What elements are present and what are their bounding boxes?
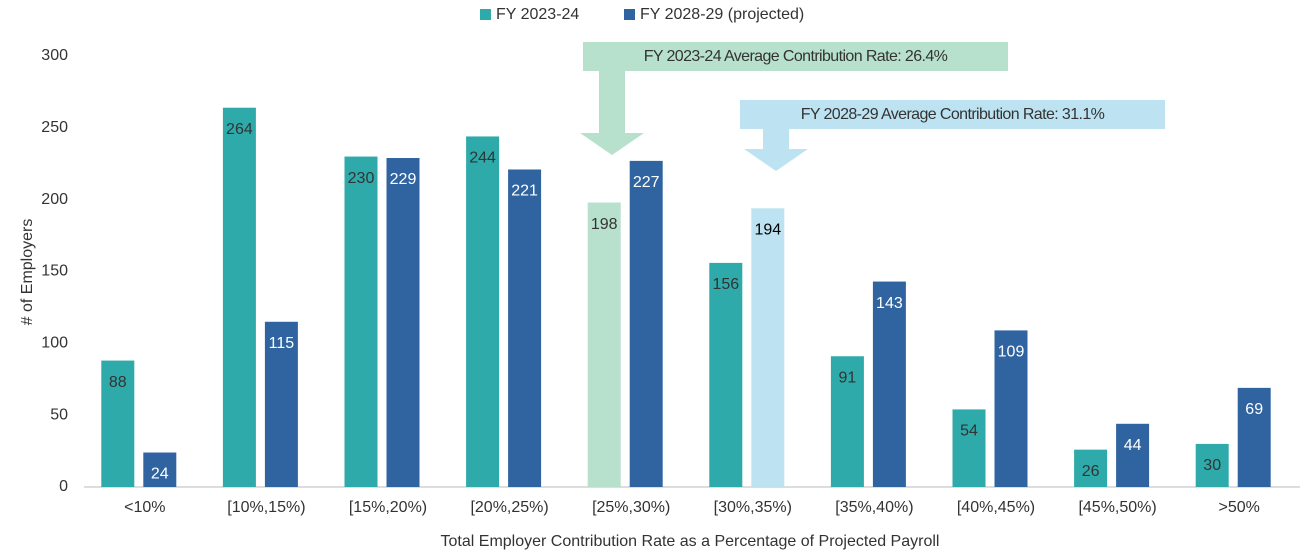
y-tick-label: 200 (41, 191, 68, 208)
data-label: 69 (1245, 401, 1263, 418)
annotation-arrow (744, 129, 808, 171)
bar (952, 409, 986, 487)
data-label: 115 (269, 335, 295, 352)
bar (386, 158, 420, 487)
x-axis-title: Total Employer Contribution Rate as a Pe… (441, 533, 940, 550)
x-tick-label: [35%,40%) (835, 499, 913, 516)
y-tick-label: 0 (59, 478, 68, 495)
data-label: 221 (511, 183, 538, 200)
x-tick-label: [20%,25%) (470, 499, 548, 516)
bar (101, 360, 135, 487)
bar (994, 330, 1028, 487)
x-tick-label: [25%,30%) (592, 499, 670, 516)
bar (751, 208, 785, 487)
data-label: 194 (754, 222, 781, 239)
x-tick-label: [30%,35%) (714, 499, 792, 516)
annotation-text: FY 2023-24 Average Contribution Rate: 26… (644, 48, 948, 65)
y-axis-title: # of Employers (19, 219, 36, 326)
x-tick-label: [10%,15%) (227, 499, 305, 516)
data-label: 109 (998, 344, 1025, 361)
x-tick-label: >50% (1219, 499, 1260, 516)
x-tick-label: [45%,50%) (1078, 499, 1156, 516)
y-tick-label: 50 (50, 406, 68, 423)
x-tick-label: [15%,20%) (349, 499, 427, 516)
data-label: 230 (348, 170, 375, 187)
y-tick-label: 300 (41, 47, 68, 64)
data-label: 88 (109, 374, 127, 391)
bar (872, 281, 906, 487)
annotation-text: FY 2028-29 Average Contribution Rate: 31… (801, 106, 1105, 123)
data-label: 143 (876, 295, 903, 312)
data-label: 244 (469, 150, 496, 167)
y-tick-label: 250 (41, 119, 68, 136)
legend-swatch (624, 9, 635, 20)
data-label: 54 (960, 423, 978, 440)
data-label: 156 (712, 276, 739, 293)
bar (466, 136, 500, 487)
data-label: 30 (1203, 457, 1221, 474)
bar (1116, 423, 1150, 487)
bar (222, 107, 256, 487)
annotation-box (740, 100, 1165, 129)
data-label: 26 (1082, 463, 1100, 480)
annotation-arrow (580, 71, 644, 155)
y-tick-label: 150 (41, 263, 68, 280)
data-label: 91 (839, 369, 857, 386)
bar (830, 356, 864, 487)
bar (629, 160, 663, 488)
bar (143, 452, 177, 487)
data-label: 198 (591, 216, 618, 233)
legend-swatch (480, 9, 491, 20)
y-tick-label: 100 (41, 335, 68, 352)
bar (1195, 443, 1229, 487)
x-tick-label: [40%,45%) (957, 499, 1035, 516)
bar (709, 262, 743, 487)
legend-label: FY 2028-29 (projected) (640, 6, 804, 23)
data-label: 44 (1124, 437, 1142, 454)
annotation-box (583, 42, 1008, 71)
x-tick-label: <10% (124, 499, 165, 516)
data-label: 24 (151, 466, 169, 483)
bar (587, 202, 621, 488)
bar (508, 169, 542, 487)
data-label: 264 (226, 121, 253, 138)
bar (1074, 449, 1108, 487)
bar (344, 156, 378, 488)
data-label: 227 (633, 174, 660, 191)
bar (1237, 387, 1271, 487)
legend-label: FY 2023-24 (496, 6, 579, 23)
data-label: 229 (390, 171, 417, 188)
bar (264, 321, 298, 487)
